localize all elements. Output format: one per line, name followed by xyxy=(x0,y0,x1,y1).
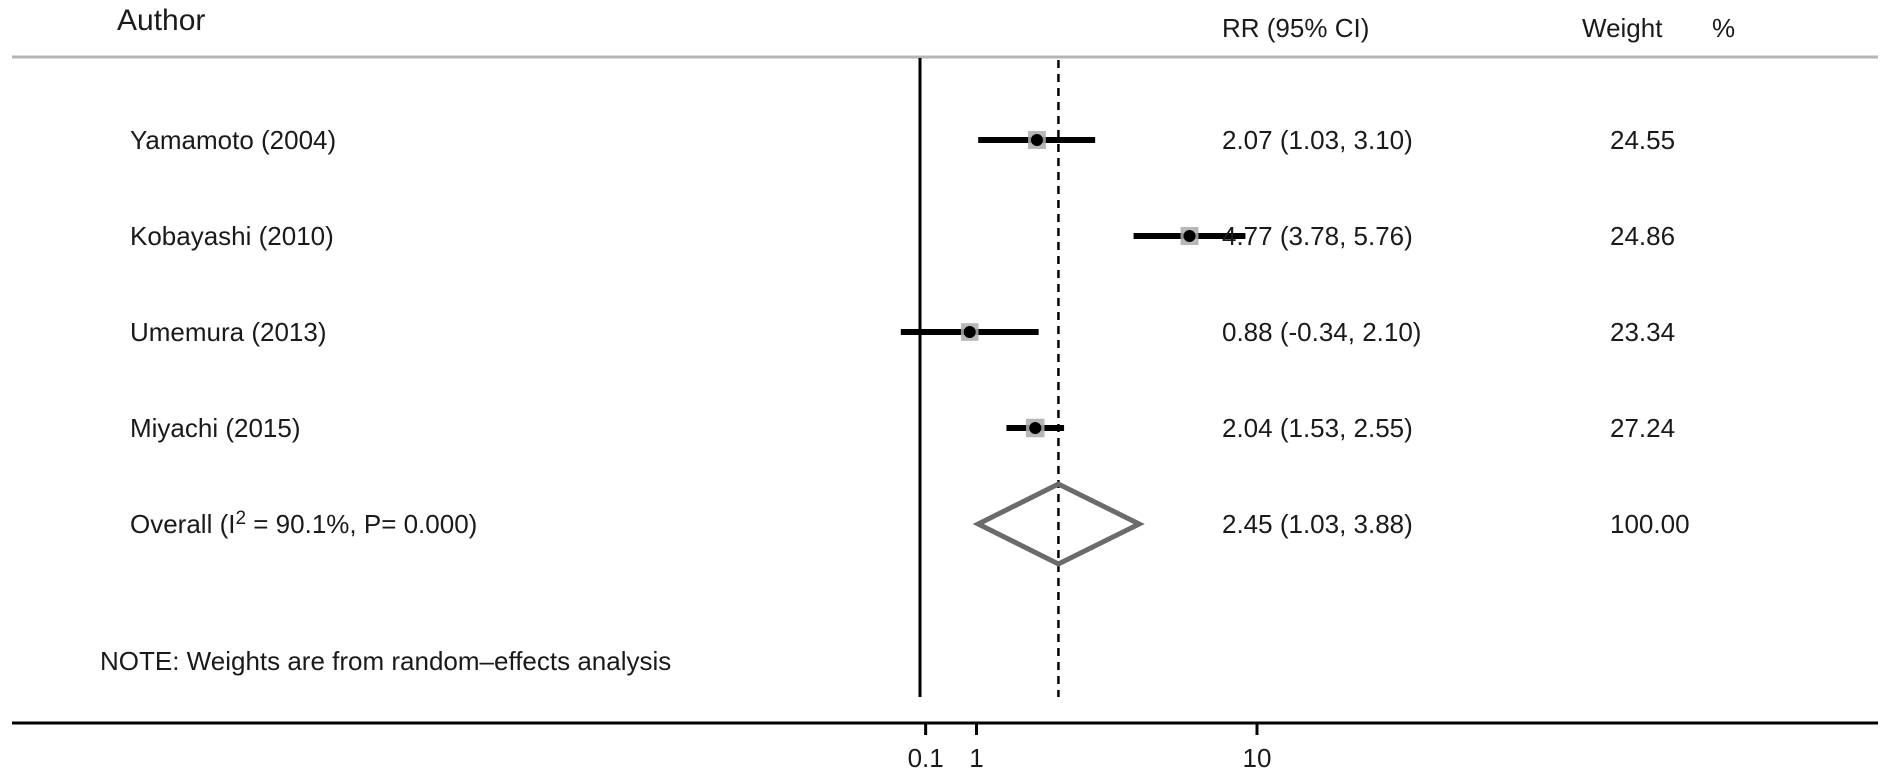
study-weight: 24.55 xyxy=(1610,125,1675,155)
header-weight-unit: % xyxy=(1712,13,1735,43)
overall-weight: 100.00 xyxy=(1610,509,1690,539)
header-weight: Weight xyxy=(1582,13,1663,43)
header-author: Author xyxy=(117,4,205,37)
study-author: Umemura (2013) xyxy=(130,317,327,347)
study-weight: 23.34 xyxy=(1610,317,1675,347)
x-tick-label: 10 xyxy=(1243,743,1272,773)
x-tick-label: 1 xyxy=(969,743,983,773)
study-weight: 24.86 xyxy=(1610,221,1675,251)
study-rr-ci: 4.77 (3.78, 5.76) xyxy=(1222,221,1413,251)
overall-label: Overall (I2 = 90.1%, P= 0.000) xyxy=(130,508,477,539)
header-rr-ci: RR (95% CI) xyxy=(1222,13,1369,43)
x-tick-label: 0.1 xyxy=(908,743,944,773)
overall-rr-ci: 2.45 (1.03, 3.88) xyxy=(1222,509,1413,539)
study-point-estimate xyxy=(1183,230,1196,242)
study-point-estimate xyxy=(1030,134,1043,146)
overall-diamond xyxy=(972,481,1145,567)
study-rr-ci: 2.07 (1.03, 3.10) xyxy=(1222,125,1413,155)
study-point-estimate xyxy=(963,326,976,338)
study-weight: 27.24 xyxy=(1610,413,1675,443)
study-author: Kobayashi (2010) xyxy=(130,221,334,251)
study-marks xyxy=(900,131,1246,567)
study-rows: Yamamoto (2004) 2.07 (1.03, 3.10) 24.55 Kob… xyxy=(130,125,1690,539)
study-author: Yamamoto (2004) xyxy=(130,125,336,155)
study-point-estimate xyxy=(1029,422,1042,434)
study-rr-ci: 2.04 (1.53, 2.55) xyxy=(1222,413,1413,443)
reference-lines xyxy=(918,58,1060,697)
study-author: Miyachi (2015) xyxy=(130,413,301,443)
footnote: NOTE: Weights are from random–effects an… xyxy=(100,646,671,676)
x-axis-ticks: 0.1 1 10 xyxy=(908,723,1272,773)
study-rr-ci: 0.88 (-0.34, 2.10) xyxy=(1222,317,1421,347)
